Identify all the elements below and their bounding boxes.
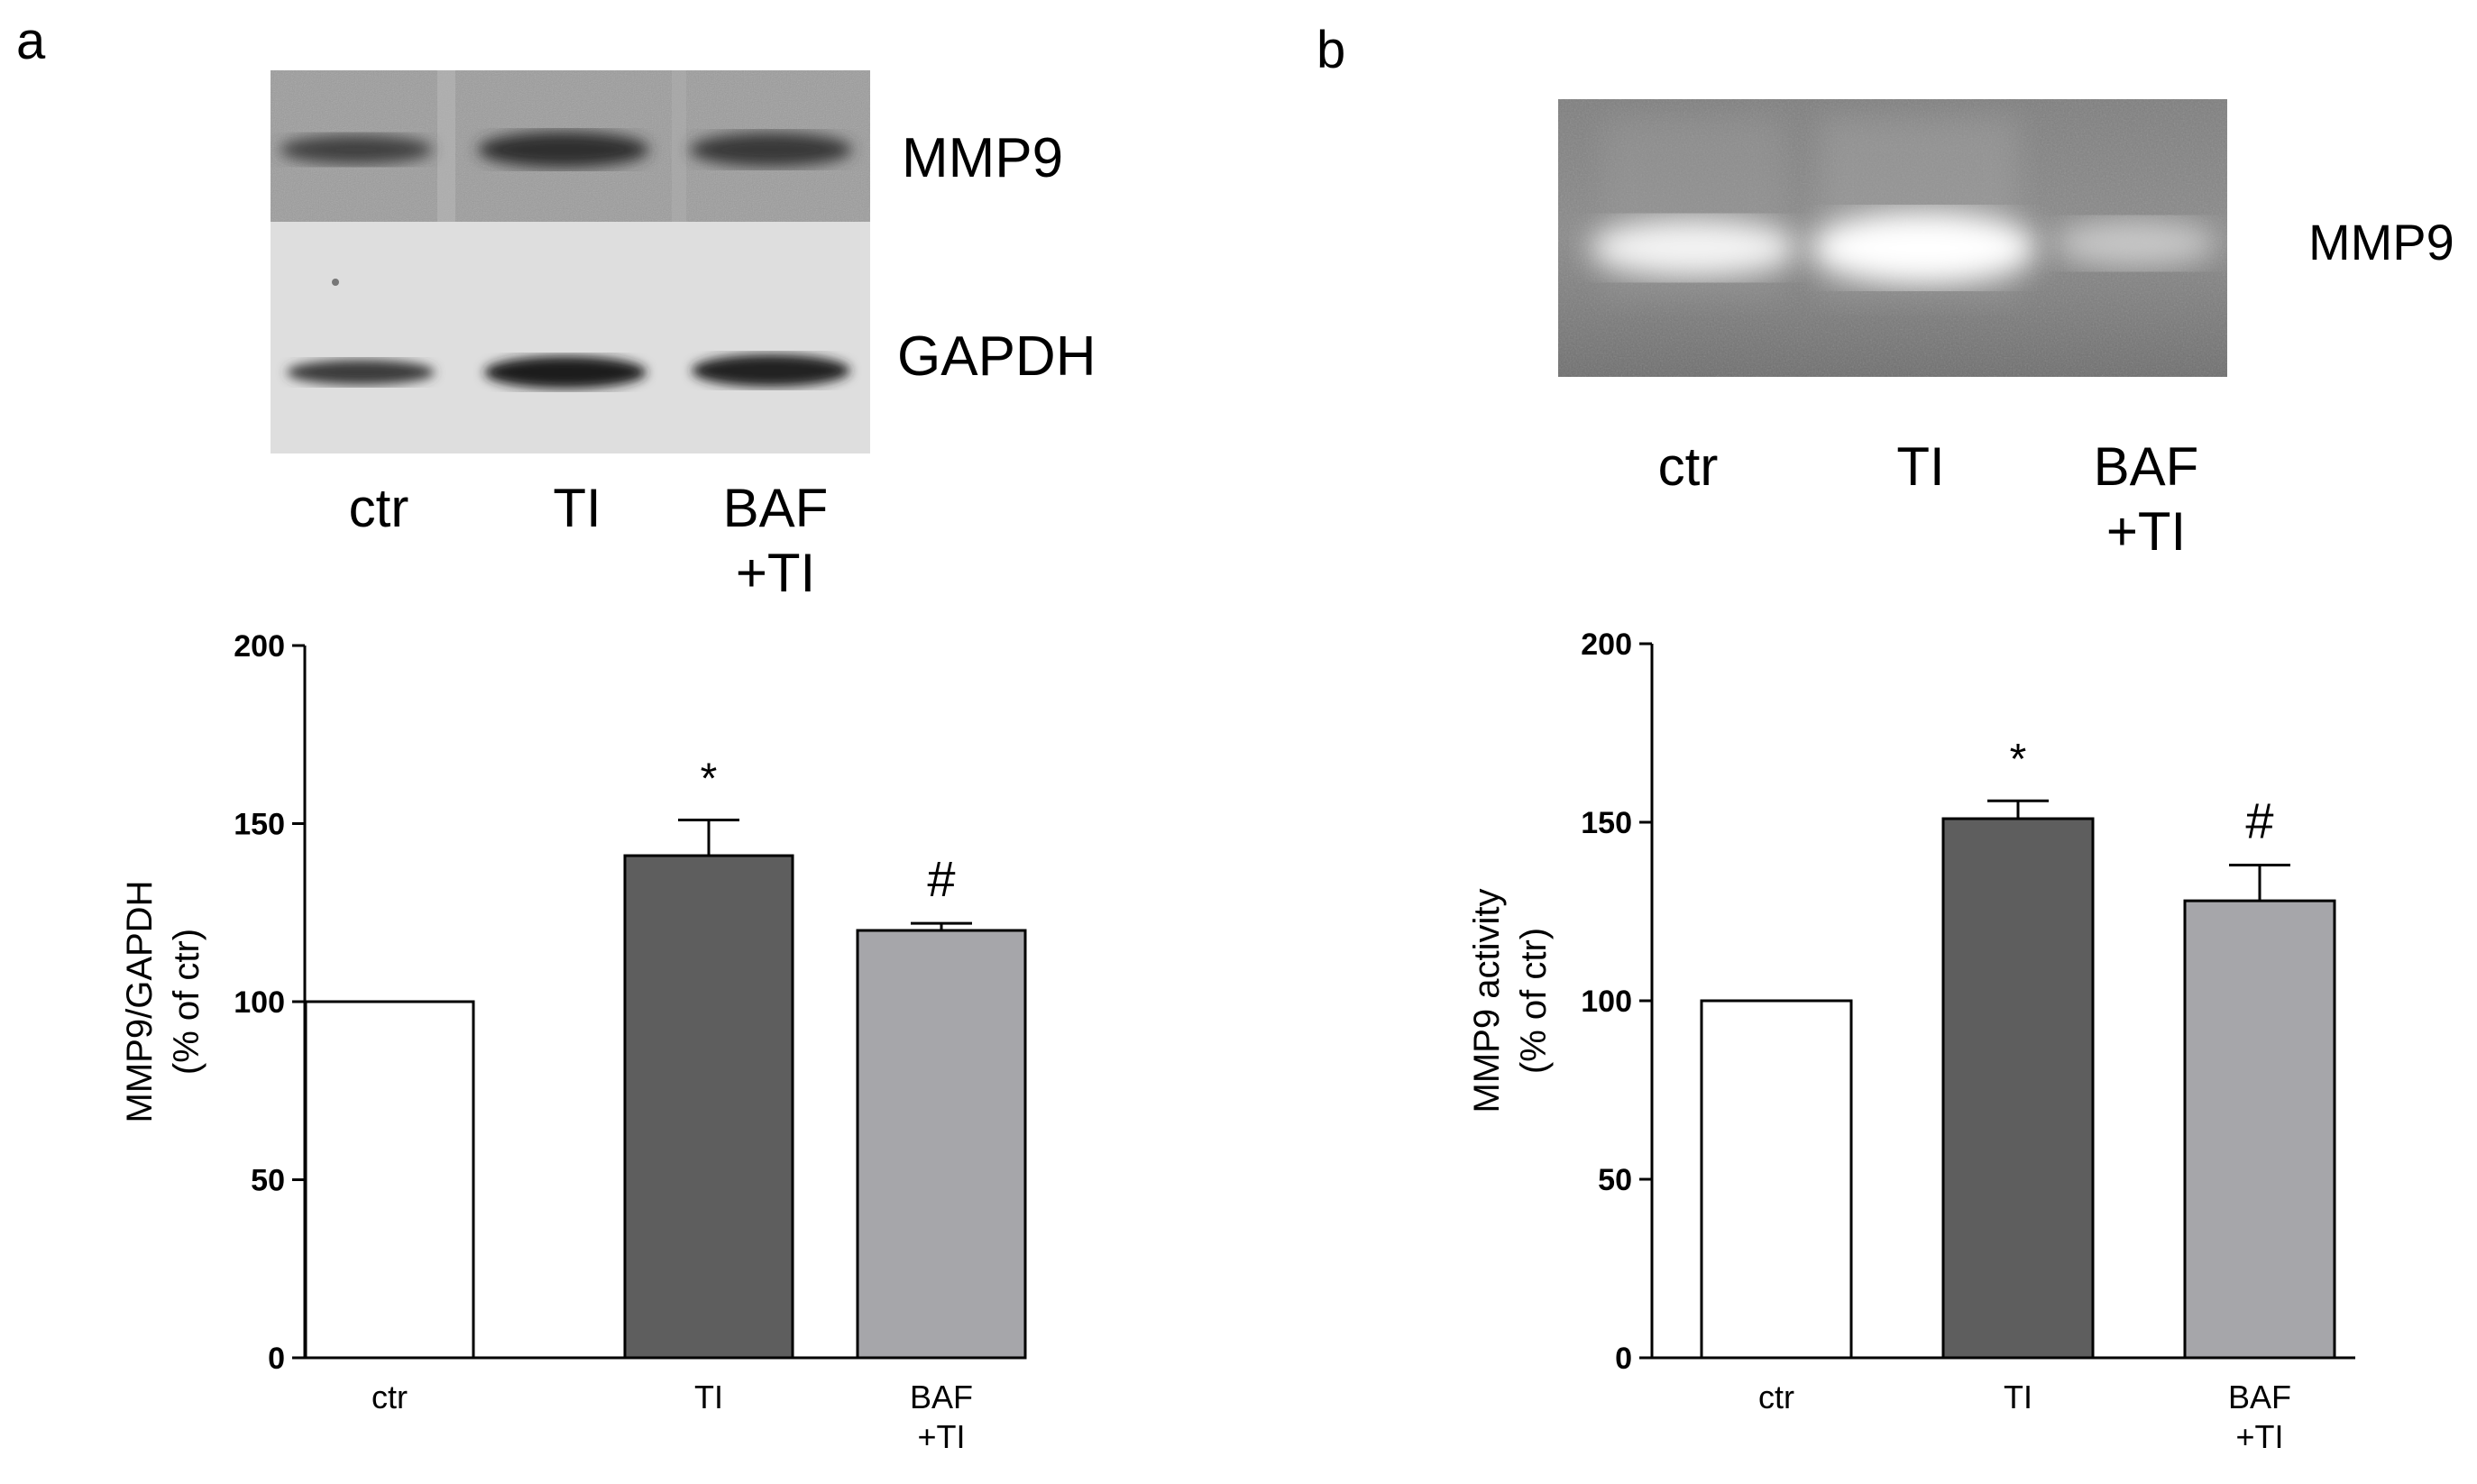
blot-a-lane-label-ctr: ctr (348, 478, 409, 538)
panel-a-letter: a (16, 12, 46, 70)
blot-a-lane-label-ti: TI (553, 478, 601, 538)
chart-a-significance-mark: * (701, 756, 718, 803)
blot-a-row-label-gapdh: GAPDH (897, 325, 1096, 388)
blot-b-row-label-mmp9: MMP9 (2308, 214, 2454, 270)
western-blot-image (271, 70, 870, 453)
panel-b-letter: b (1316, 21, 1346, 79)
chart-b-significance-mark: * (2010, 736, 2027, 783)
chart-a-y-tick-label: 0 (268, 1342, 285, 1376)
chart-b-x-tick-label: TI (2004, 1379, 2032, 1415)
chart-a-y-axis-label: (% of ctr) (167, 929, 206, 1075)
chart-b-y-axis-label: MMP9 activity (1467, 889, 1507, 1113)
chart-a-bar-2 (856, 929, 1027, 1360)
chart-a-x-tick-label: BAF (910, 1379, 973, 1415)
blot-b-lane-label-ctr: ctr (1657, 436, 1719, 497)
chart-b-bar-1 (1941, 817, 2095, 1360)
chart-b-bar-0 (1700, 999, 1853, 1360)
zymography-image (1558, 99, 2227, 377)
chart-a-x-tick-label: ctr (372, 1379, 408, 1415)
blot-b-lane-label-ti: TI (1896, 436, 1945, 497)
chart-a-significance-mark: # (927, 850, 955, 907)
chart-a-bar-1 (623, 854, 794, 1360)
chart-a-y-tick-label: 100 (234, 985, 285, 1020)
blot-a-row-label-mmp9: MMP9 (902, 127, 1064, 189)
chart-b-bar-2 (2183, 899, 2336, 1360)
chart-b-y-tick-label: 0 (1615, 1342, 1632, 1376)
chart-a-y-tick-label: 200 (234, 629, 285, 664)
chart-b-x-tick-label: +TI (2235, 1418, 2283, 1455)
chart-a-bar-0 (304, 1000, 475, 1360)
chart-b-significance-mark: # (2245, 792, 2273, 849)
chart-b-y-axis-label: (% of ctr) (1514, 928, 1554, 1074)
chart-a-y-tick-label: 150 (234, 808, 285, 842)
chart-b-y-tick-label: 150 (1581, 806, 1632, 840)
chart-b-x-tick-label: BAF (2228, 1379, 2291, 1415)
chart-b-y-tick-label: 200 (1581, 627, 1632, 662)
chart-b-x-tick-label: ctr (1758, 1379, 1794, 1415)
chart-a-x-tick-label: TI (694, 1379, 723, 1415)
chart-b-y-tick-label: 50 (1598, 1163, 1632, 1197)
chart-a-y-tick-label: 50 (251, 1164, 285, 1198)
blot-a-lane-label-baf-ti: BAF +TI (722, 478, 829, 603)
bar-chart-b: 0 50 100 150 200 MMP9 activity (% of ctr) ctr * T… (1467, 627, 2355, 1455)
chart-a-y-axis-label: MMP9/GAPDH (120, 881, 160, 1123)
chart-b-y-tick-label: 100 (1581, 985, 1632, 1019)
chart-a-x-tick-label: +TI (917, 1418, 965, 1455)
bar-chart-a: 0 50 100 150 200 MMP9/GAPDH (% of ctr) ctr * TI # B… (120, 629, 1027, 1455)
blot-b-lane-label-baf-ti: BAF +TI (2093, 436, 2199, 562)
